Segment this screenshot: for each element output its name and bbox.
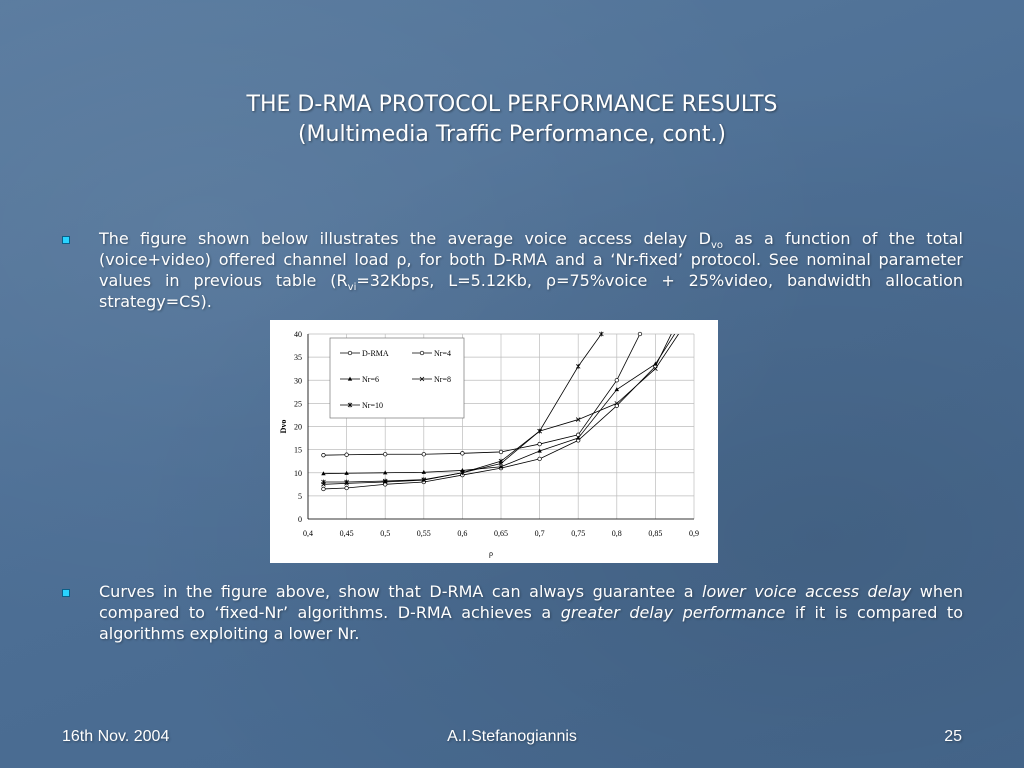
data-point bbox=[321, 479, 326, 485]
x-tick-label: 0,75 bbox=[571, 529, 585, 538]
data-point bbox=[460, 451, 465, 456]
y-tick-label: 15 bbox=[294, 446, 302, 455]
data-point bbox=[321, 471, 326, 476]
y-tick-label: 35 bbox=[294, 353, 302, 362]
data-point bbox=[421, 452, 426, 457]
x-tick-label: 0,55 bbox=[417, 529, 431, 538]
data-point bbox=[460, 468, 465, 473]
data-point bbox=[537, 456, 542, 462]
legend-entry: Nr=8 bbox=[434, 375, 451, 384]
footer-date: 16th Nov. 2004 bbox=[62, 728, 170, 745]
slide-title: THE D-RMA PROTOCOL PERFORMANCE RESULTS (… bbox=[0, 90, 1024, 150]
legend-entry: Nr=6 bbox=[362, 375, 379, 384]
data-point bbox=[537, 448, 542, 453]
y-tick-label: 10 bbox=[294, 469, 302, 478]
data-point bbox=[637, 331, 643, 337]
data-point bbox=[614, 378, 619, 383]
x-tick-label: 0,4 bbox=[303, 529, 313, 538]
data-point bbox=[344, 479, 349, 485]
data-point bbox=[421, 469, 426, 474]
title-line-2: (Multimedia Traffic Performance, cont.) bbox=[297, 122, 727, 147]
x-tick-label: 0,8 bbox=[612, 529, 622, 538]
legend-marker bbox=[419, 376, 425, 382]
data-point bbox=[421, 477, 427, 483]
text-part: as a function of the total (voice+video)… bbox=[99, 229, 963, 290]
legend-marker bbox=[347, 350, 353, 356]
text-part: =32Kbps, L=5.12Kb, ρ=75%voice + 25%video… bbox=[99, 271, 963, 311]
bullet-marker-2 bbox=[62, 589, 70, 597]
data-point bbox=[575, 417, 581, 422]
legend-marker bbox=[419, 350, 425, 356]
x-tick-label: 0,85 bbox=[648, 529, 662, 538]
emphasis-lower-delay: lower voice access delay bbox=[702, 582, 912, 601]
data-point bbox=[498, 458, 504, 464]
data-point bbox=[383, 452, 388, 457]
data-point bbox=[498, 449, 504, 455]
subscript-vo: vo bbox=[710, 240, 724, 252]
title-line-1: THE D-RMA PROTOCOL PERFORMANCE RESULTS bbox=[246, 92, 778, 117]
x-tick-label: 0,9 bbox=[689, 529, 699, 538]
legend-entry: Nr=4 bbox=[434, 349, 451, 358]
y-axis-label: Dvo bbox=[279, 420, 288, 434]
data-point bbox=[383, 470, 388, 475]
footer-author: A.I.Stefanogiannis bbox=[447, 728, 577, 745]
legend-entry: D-RMA bbox=[362, 349, 389, 358]
series-line bbox=[323, 334, 641, 456]
data-point bbox=[575, 363, 581, 369]
data-point bbox=[537, 428, 542, 434]
data-point bbox=[498, 464, 504, 469]
text-part: when compared to ‘fixed-Nr’ algorithms. … bbox=[99, 582, 964, 622]
y-tick-label: 30 bbox=[294, 376, 302, 385]
x-tick-label: 0,7 bbox=[535, 529, 545, 538]
text-part: Curves in the figure above, show that D-… bbox=[99, 582, 703, 601]
y-tick-label: 25 bbox=[294, 399, 302, 408]
data-point bbox=[344, 485, 349, 491]
data-point bbox=[321, 453, 326, 458]
x-axis-label: ρ bbox=[489, 549, 493, 558]
x-tick-label: 0,6 bbox=[457, 529, 467, 538]
bullet-paragraph-2: Curves in the figure above, show that D-… bbox=[99, 581, 963, 644]
x-tick-label: 0,65 bbox=[494, 529, 508, 538]
bullet-marker-1 bbox=[62, 236, 70, 244]
legend-marker bbox=[347, 376, 353, 381]
data-point bbox=[537, 441, 542, 447]
text-part: if it is compared to algorithms exploiti… bbox=[99, 603, 963, 643]
legend-marker bbox=[347, 402, 353, 408]
text-part: The figure shown below illustrates the a… bbox=[99, 229, 711, 248]
delay-chart-figure: 0 5 10 15 20 25 30 35 40 0,4 0,45 0,5 0,55 0,6 0,65 0,7… bbox=[270, 320, 718, 563]
x-tick-label: 0,5 bbox=[380, 529, 390, 538]
delay-chart: 0 5 10 15 20 25 30 35 40 0,4 0,45 0,5 0,55 0,6 0,65 0,7… bbox=[279, 330, 699, 558]
data-point bbox=[653, 366, 658, 371]
bullet-paragraph-1: The figure shown below illustrates the a… bbox=[99, 228, 963, 312]
data-point bbox=[382, 478, 388, 484]
data-point bbox=[344, 470, 349, 475]
data-point bbox=[576, 435, 581, 440]
data-point bbox=[460, 470, 465, 476]
data-point bbox=[653, 361, 658, 366]
legend-entry: Nr=10 bbox=[362, 401, 383, 410]
subscript-vi: vi bbox=[347, 282, 357, 294]
x-tick-label: 0,45 bbox=[340, 529, 354, 538]
data-point bbox=[321, 486, 326, 492]
y-tick-label: 20 bbox=[294, 423, 302, 432]
emphasis-greater-performance: greater delay performance bbox=[560, 603, 786, 622]
y-tick-label: 40 bbox=[294, 330, 302, 339]
data-point bbox=[344, 452, 349, 457]
data-point bbox=[599, 331, 604, 337]
y-tick-label: 0 bbox=[298, 515, 302, 524]
data-point bbox=[614, 401, 620, 406]
footer-page-number: 25 bbox=[944, 728, 962, 745]
y-tick-label: 5 bbox=[298, 492, 302, 501]
data-point bbox=[614, 387, 619, 392]
